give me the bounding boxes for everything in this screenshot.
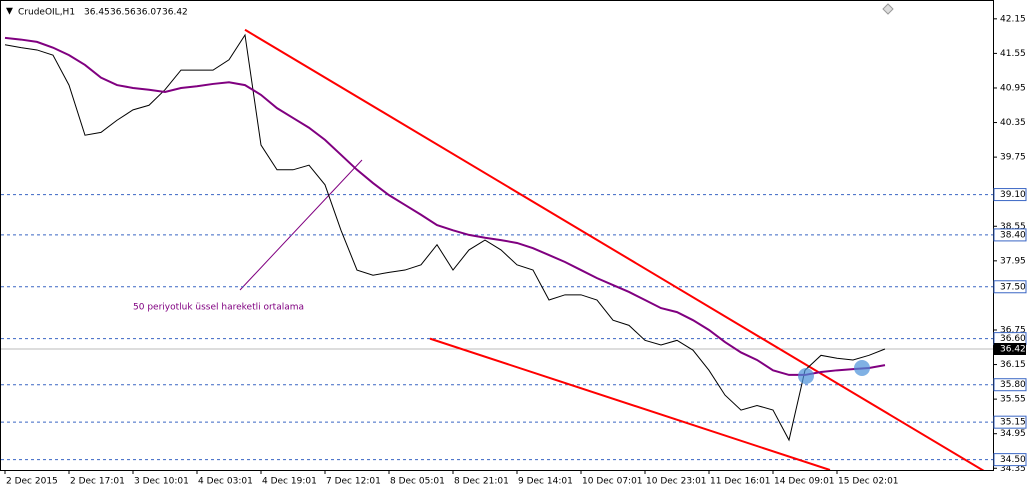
trendline <box>429 337 831 470</box>
y-tick-label: 39.75 <box>1000 153 1026 163</box>
y-tick-label: 40.35 <box>1000 118 1026 128</box>
x-tick-label: 8 Dec 21:01 <box>454 477 509 487</box>
y-tick-label: 41.55 <box>1000 49 1026 59</box>
y-tick-label: 36.75 <box>1000 325 1026 335</box>
annotation-pointer <box>239 159 363 291</box>
ohlc: 36.07 <box>136 8 162 18</box>
trendline <box>244 28 985 470</box>
level-label: 35.15 <box>1000 418 1026 428</box>
y-tick-label: 40.95 <box>1000 83 1026 93</box>
level-label: 39.10 <box>1000 190 1026 200</box>
y-tick-label: 42.15 <box>1000 14 1026 24</box>
cross-highlight <box>854 360 870 376</box>
menu-arrow[interactable]: ▼ <box>6 7 13 17</box>
plot-area <box>1 28 993 470</box>
current-price-label: 36.42 <box>1000 344 1026 354</box>
x-tick-label: 9 Dec 14:01 <box>518 477 573 487</box>
annotation: 50 periyotluk üssel hareketli ortalama <box>133 303 304 313</box>
x-tick-label: 15 Dec 02:01 <box>838 477 899 487</box>
level-label-box <box>993 228 1027 242</box>
x-tick-label: 7 Dec 12:01 <box>326 477 381 487</box>
y-tick-label: 37.95 <box>1000 256 1026 266</box>
level-label-box <box>993 378 1027 392</box>
level-label: 34.50 <box>1000 455 1026 465</box>
x-tick-label: 11 Dec 16:01 <box>710 477 771 487</box>
y-tick-label: 36.15 <box>1000 360 1026 370</box>
x-tick-label: 4 Dec 03:01 <box>198 477 253 487</box>
level-label-box <box>993 415 1027 429</box>
price-line <box>4 36 886 376</box>
ohlc: 36.45 <box>84 8 110 18</box>
x-tick-label: 2 Dec 17:01 <box>70 477 125 487</box>
x-tick-label: 10 Dec 07:01 <box>582 477 643 487</box>
ohlc: 36.42 <box>162 8 188 18</box>
x-tick-label: 14 Dec 09:01 <box>774 477 835 487</box>
x-tick-label: 2 Dec 2015 <box>6 477 58 487</box>
y-tick-label: 35.55 <box>1000 395 1026 405</box>
y-tick-label: 38.55 <box>1000 222 1026 232</box>
level-label-box <box>993 453 1027 467</box>
plot-frame <box>0 0 994 471</box>
level-label: 35.80 <box>1000 380 1026 390</box>
x-tick-label: 3 Dec 10:01 <box>134 477 189 487</box>
cross-highlight <box>798 368 814 384</box>
level-label: 36.60 <box>1000 334 1026 344</box>
x-tick-label: 4 Dec 19:01 <box>262 477 317 487</box>
symbol: CrudeOIL,H1 <box>18 8 75 18</box>
price-line <box>4 33 886 442</box>
level-label: 37.50 <box>1000 282 1026 292</box>
y-tick-label: 34.35 <box>1000 464 1026 474</box>
level-label-box <box>993 280 1027 294</box>
y-tick-label: 34.95 <box>1000 429 1026 439</box>
x-tick-label: 10 Dec 23:01 <box>646 477 707 487</box>
level-label-box <box>993 188 1027 202</box>
scroll-icon[interactable] <box>882 3 894 15</box>
current-price-box <box>994 342 1026 355</box>
x-tick-label: 8 Dec 05:01 <box>390 477 445 487</box>
ohlc: 36.56 <box>110 8 136 18</box>
level-label: 38.40 <box>1000 230 1026 240</box>
